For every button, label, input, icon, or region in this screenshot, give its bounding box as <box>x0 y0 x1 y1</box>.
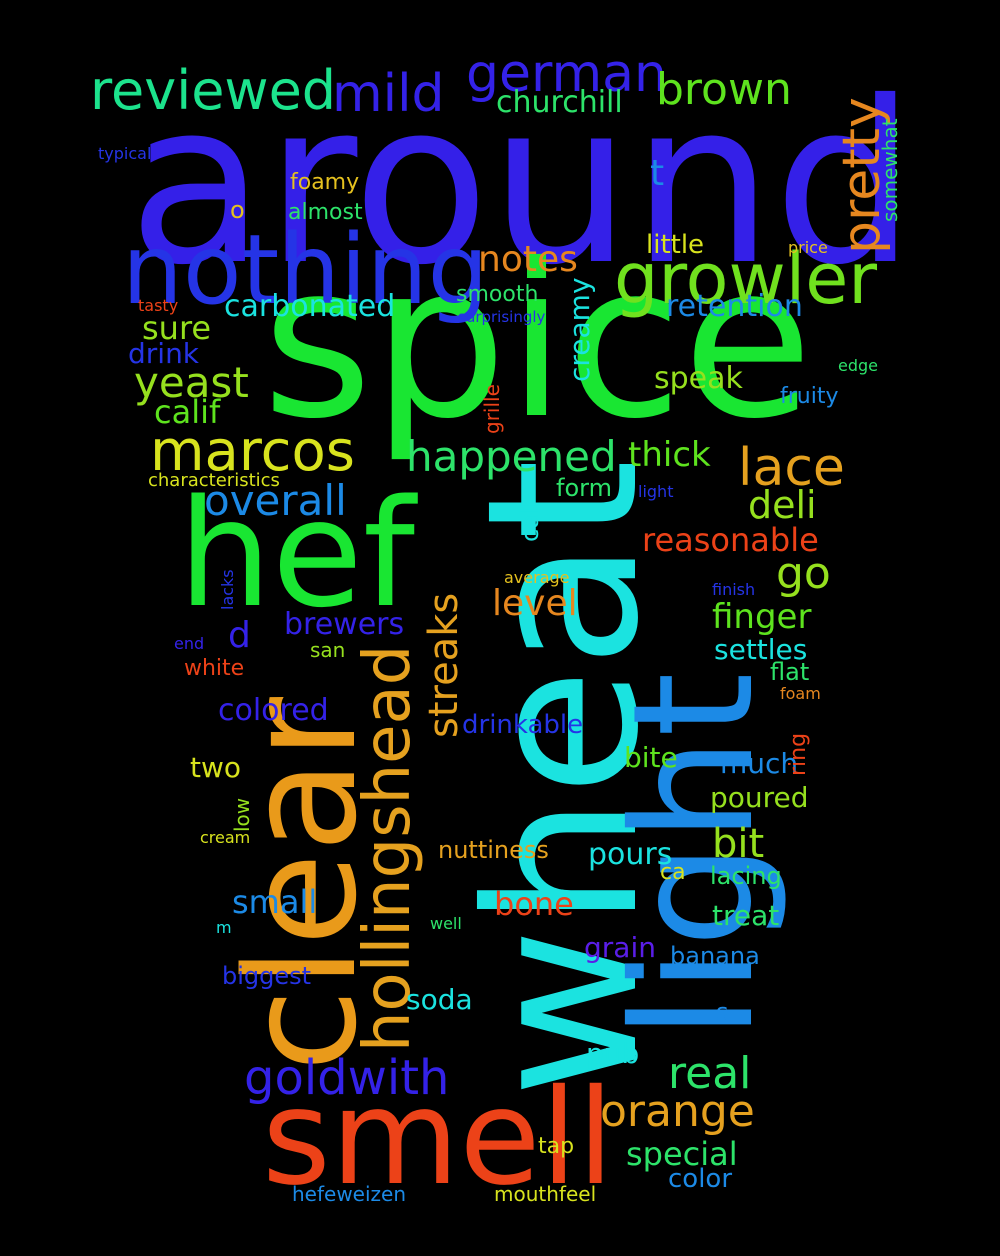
word-sure: sure <box>142 309 212 347</box>
word-foamy: foamy <box>290 170 360 195</box>
word-well: well <box>430 914 462 933</box>
word-average: average <box>504 568 570 587</box>
word-flat: flat <box>770 658 810 686</box>
word-settles: settles <box>714 633 808 666</box>
word-pub: pub <box>586 1037 640 1070</box>
word-real: real <box>668 1048 752 1099</box>
word-call: call <box>516 500 544 542</box>
word-speak: speak <box>654 361 743 396</box>
word-pours: pours <box>588 837 673 872</box>
word-creamy: creamy <box>563 277 596 382</box>
word-nuttiness: nuttiness <box>438 836 549 864</box>
word-orange: orange <box>600 1086 755 1137</box>
word-around: around <box>128 53 916 314</box>
word-churchill: churchill <box>496 85 623 120</box>
word-level: level <box>492 583 578 624</box>
word-overall: overall <box>204 476 347 525</box>
word-ring: ring <box>786 732 811 776</box>
word-streaks: streaks <box>421 592 467 738</box>
word-color: color <box>668 1164 733 1194</box>
word-goldwith: goldwith <box>244 1050 450 1106</box>
word-reasonable: reasonable <box>642 521 819 559</box>
word-spice: spice <box>262 218 813 465</box>
word-banana: banana <box>670 942 760 970</box>
word-happened: happened <box>406 432 617 481</box>
word-hefeweizen: hefeweizen <box>292 1182 407 1206</box>
word-form: form <box>556 474 612 502</box>
word-german: german <box>466 44 667 104</box>
word-o: o <box>230 196 245 224</box>
word-special: special <box>626 1135 738 1173</box>
word-grain: grain <box>584 931 656 964</box>
word-finish: finish <box>712 580 756 599</box>
word-finger: finger <box>712 597 812 637</box>
word-thick: thick <box>628 435 711 475</box>
word-calif: calif <box>154 393 221 431</box>
word-somewhat: somewhat <box>878 118 902 222</box>
word-characteristics: characteristics <box>148 470 280 491</box>
word-poured: poured <box>710 781 809 814</box>
word-mild: mild <box>332 64 445 124</box>
word-reviewed: reviewed <box>90 59 337 122</box>
word-marcos: marcos <box>150 419 355 484</box>
word-tasty: tasty <box>138 296 179 315</box>
word-retention: retention <box>666 289 803 324</box>
word-carbonated: carbonated <box>224 289 396 324</box>
word-typical: typical <box>98 144 152 163</box>
word-m: m <box>216 918 232 937</box>
word-san: san <box>310 638 346 662</box>
word-ca: ca <box>660 860 686 885</box>
word-drink: drink <box>128 337 200 370</box>
word-small: small <box>232 883 318 921</box>
word-bite: bite <box>624 741 678 774</box>
word-low: low <box>230 797 254 832</box>
word-price: price <box>788 238 828 257</box>
word-brown: brown <box>656 64 792 115</box>
word-almost: almost <box>288 200 363 225</box>
word-little: little <box>646 230 705 260</box>
word-fruity: fruity <box>780 384 839 409</box>
word-much: much <box>720 747 799 780</box>
word-lacks: lacks <box>218 569 237 610</box>
word-edge: edge <box>838 356 878 375</box>
word-smell: smell <box>262 1061 614 1215</box>
word-bone: bone <box>494 885 574 923</box>
word-biggest: biggest <box>222 962 312 990</box>
word-two: two <box>190 751 242 784</box>
word-deli: deli <box>748 483 817 527</box>
word-hef: hef <box>178 468 415 640</box>
word-smooth: smooth <box>456 282 539 307</box>
word-surprisingly: surprisingly <box>458 308 546 326</box>
word-t: t <box>650 153 665 194</box>
word-colored: colored <box>218 693 329 728</box>
word-nothing: nothing <box>122 214 489 326</box>
word-notes: notes <box>478 239 578 280</box>
word-drinkable: drinkable <box>462 710 584 740</box>
word-tap: tap <box>538 1134 575 1159</box>
word-end: end <box>174 634 205 653</box>
word-white: white <box>184 656 245 681</box>
word-growler: growler <box>614 238 878 320</box>
word-grille: grille <box>480 384 504 434</box>
word-light-small: light <box>638 482 674 501</box>
word-soda: soda <box>406 983 473 1016</box>
word-d: d <box>228 615 251 656</box>
word-foam: foam <box>780 684 821 703</box>
word-go: go <box>776 548 831 599</box>
word-treat: treat <box>712 899 780 932</box>
word-yeast: yeast <box>134 358 249 407</box>
word-bit: bit <box>712 821 765 867</box>
word-cream: cream <box>200 828 251 847</box>
word-brewers: brewers <box>284 607 405 642</box>
word-lace: lace <box>738 438 845 498</box>
word-lacing: lacing <box>710 862 782 890</box>
word-s: s <box>716 998 729 1026</box>
word-mouthfeel: mouthfeel <box>494 1182 597 1206</box>
